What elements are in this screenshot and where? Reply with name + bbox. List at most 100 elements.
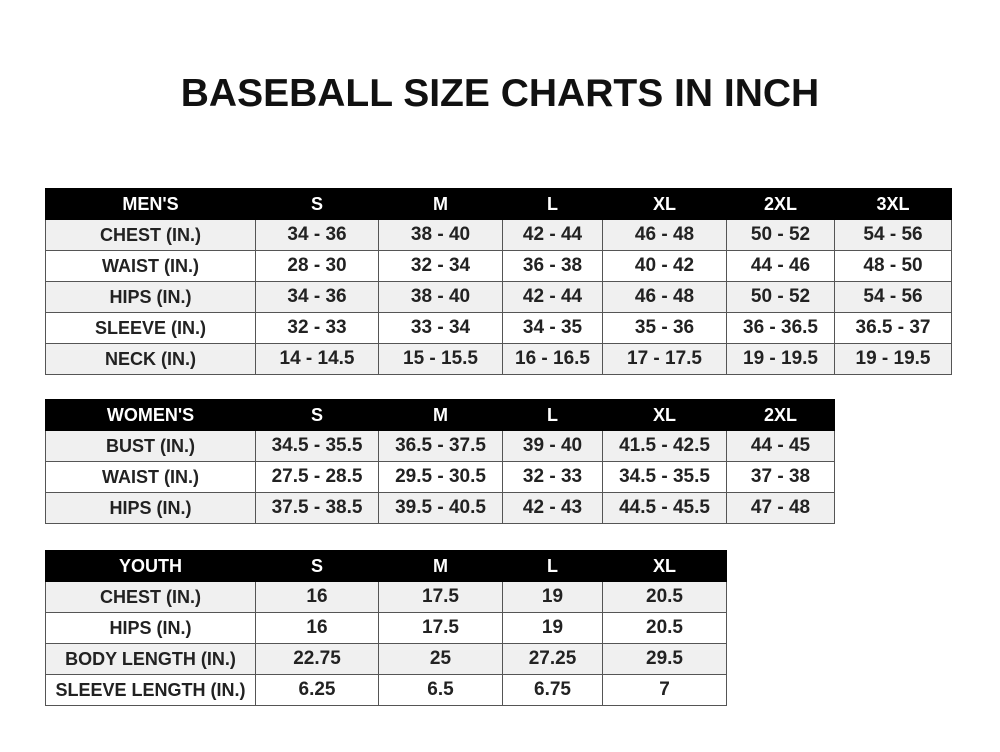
- size-value: 48 - 50: [834, 250, 952, 282]
- table-row: NECK (IN.) 14 - 14.5 15 - 15.5 16 - 16.5 17 …: [45, 343, 952, 375]
- size-header: M: [378, 188, 503, 220]
- measurement-label: HIPS (IN.): [45, 281, 256, 313]
- measurement-label: SLEEVE (IN.): [45, 312, 256, 344]
- size-header: L: [502, 188, 603, 220]
- size-value: 46 - 48: [602, 281, 727, 313]
- size-header: S: [255, 399, 379, 431]
- size-value: 6.25: [255, 674, 379, 706]
- size-value: 17.5: [378, 612, 503, 644]
- size-value: 39 - 40: [502, 430, 603, 462]
- size-value: 44 - 45: [726, 430, 835, 462]
- size-header: XL: [602, 550, 727, 582]
- size-value: 22.75: [255, 643, 379, 675]
- measurement-label: BODY LENGTH (IN.): [45, 643, 256, 675]
- size-header: S: [255, 550, 379, 582]
- category-header: YOUTH: [45, 550, 256, 582]
- size-header: 2XL: [726, 188, 835, 220]
- table-row: WAIST (IN.) 27.5 - 28.5 29.5 - 30.5 32 - 33…: [45, 461, 835, 493]
- size-value: 6.5: [378, 674, 503, 706]
- table-row: HIPS (IN.) 37.5 - 38.5 39.5 - 40.5 42 - 43 4…: [45, 492, 835, 524]
- header-row: YOUTH S M L XL: [45, 550, 727, 582]
- measurement-label: SLEEVE LENGTH (IN.): [45, 674, 256, 706]
- size-value: 36.5 - 37: [834, 312, 952, 344]
- measurement-label: NECK (IN.): [45, 343, 256, 375]
- size-header: L: [502, 550, 603, 582]
- size-value: 20.5: [602, 581, 727, 613]
- size-value: 19: [502, 581, 603, 613]
- measurement-label: CHEST (IN.): [45, 219, 256, 251]
- size-header: L: [502, 399, 603, 431]
- measurement-label: WAIST (IN.): [45, 250, 256, 282]
- size-value: 29.5 - 30.5: [378, 461, 503, 493]
- size-value: 29.5: [602, 643, 727, 675]
- size-value: 50 - 52: [726, 281, 835, 313]
- measurement-label: CHEST (IN.): [45, 581, 256, 613]
- size-value: 15 - 15.5: [378, 343, 503, 375]
- size-value: 19 - 19.5: [726, 343, 835, 375]
- table-row: SLEEVE (IN.) 32 - 33 33 - 34 34 - 35 35 - 36…: [45, 312, 952, 344]
- womens-size-table: WOMEN'S S M L XL 2XL BUST (IN.) 34.5 - 35.5 36.5…: [45, 399, 835, 524]
- table-row: CHEST (IN.) 16 17.5 19 20.5: [45, 581, 727, 613]
- size-value: 16 - 16.5: [502, 343, 603, 375]
- size-value: 35 - 36: [602, 312, 727, 344]
- size-value: 40 - 42: [602, 250, 727, 282]
- size-header: S: [255, 188, 379, 220]
- table-row: BUST (IN.) 34.5 - 35.5 36.5 - 37.5 39 - 40 4…: [45, 430, 835, 462]
- mens-size-table: MEN'S S M L XL 2XL 3XL CHEST (IN.) 34 - 36 38 - 4…: [45, 188, 952, 375]
- category-header: MEN'S: [45, 188, 256, 220]
- size-value: 17 - 17.5: [602, 343, 727, 375]
- size-value: 17.5: [378, 581, 503, 613]
- size-value: 42 - 43: [502, 492, 603, 524]
- measurement-label: BUST (IN.): [45, 430, 256, 462]
- size-value: 44 - 46: [726, 250, 835, 282]
- size-value: 32 - 33: [255, 312, 379, 344]
- size-value: 19 - 19.5: [834, 343, 952, 375]
- table-row: HIPS (IN.) 16 17.5 19 20.5: [45, 612, 727, 644]
- size-value: 36 - 38: [502, 250, 603, 282]
- size-header: M: [378, 550, 503, 582]
- size-value: 16: [255, 612, 379, 644]
- size-header: XL: [602, 399, 727, 431]
- size-value: 38 - 40: [378, 281, 503, 313]
- header-row: MEN'S S M L XL 2XL 3XL: [45, 188, 952, 220]
- size-value: 32 - 34: [378, 250, 503, 282]
- size-value: 16: [255, 581, 379, 613]
- table-row: SLEEVE LENGTH (IN.) 6.25 6.5 6.75 7: [45, 674, 727, 706]
- measurement-label: WAIST (IN.): [45, 461, 256, 493]
- size-value: 7: [602, 674, 727, 706]
- table-row: CHEST (IN.) 34 - 36 38 - 40 42 - 44 46 - 48 5…: [45, 219, 952, 251]
- table-row: BODY LENGTH (IN.) 22.75 25 27.25 29.5: [45, 643, 727, 675]
- measurement-label: HIPS (IN.): [45, 612, 256, 644]
- size-value: 36.5 - 37.5: [378, 430, 503, 462]
- size-value: 20.5: [602, 612, 727, 644]
- size-value: 25: [378, 643, 503, 675]
- table-row: WAIST (IN.) 28 - 30 32 - 34 36 - 38 40 - 42 4…: [45, 250, 952, 282]
- size-value: 34.5 - 35.5: [255, 430, 379, 462]
- size-value: 50 - 52: [726, 219, 835, 251]
- size-value: 27.5 - 28.5: [255, 461, 379, 493]
- size-value: 38 - 40: [378, 219, 503, 251]
- size-value: 36 - 36.5: [726, 312, 835, 344]
- size-value: 47 - 48: [726, 492, 835, 524]
- size-value: 42 - 44: [502, 281, 603, 313]
- size-value: 34 - 35: [502, 312, 603, 344]
- size-header: XL: [602, 188, 727, 220]
- size-value: 54 - 56: [834, 281, 952, 313]
- size-value: 19: [502, 612, 603, 644]
- header-row: WOMEN'S S M L XL 2XL: [45, 399, 835, 431]
- size-value: 41.5 - 42.5: [602, 430, 727, 462]
- size-value: 39.5 - 40.5: [378, 492, 503, 524]
- size-value: 33 - 34: [378, 312, 503, 344]
- size-value: 54 - 56: [834, 219, 952, 251]
- table-row: HIPS (IN.) 34 - 36 38 - 40 42 - 44 46 - 48 50…: [45, 281, 952, 313]
- category-header: WOMEN'S: [45, 399, 256, 431]
- size-value: 6.75: [502, 674, 603, 706]
- size-value: 32 - 33: [502, 461, 603, 493]
- size-value: 34.5 - 35.5: [602, 461, 727, 493]
- size-value: 42 - 44: [502, 219, 603, 251]
- youth-size-table: YOUTH S M L XL CHEST (IN.) 16 17.5 19 20.5 HIPS (I…: [45, 550, 727, 706]
- size-value: 37 - 38: [726, 461, 835, 493]
- measurement-label: HIPS (IN.): [45, 492, 256, 524]
- size-value: 27.25: [502, 643, 603, 675]
- size-value: 37.5 - 38.5: [255, 492, 379, 524]
